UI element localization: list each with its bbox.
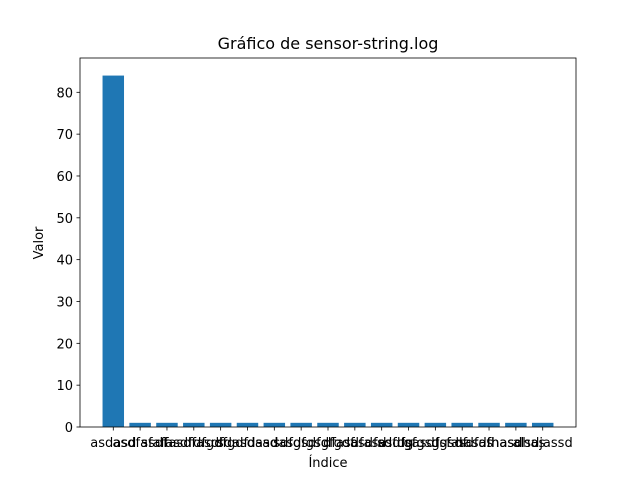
y-tick-label: 70 [56, 128, 73, 143]
x-tick-label: asdfasdfg [350, 436, 413, 451]
y-tick-label: 20 [56, 337, 73, 352]
plot-frame [79, 57, 577, 428]
bar [102, 75, 125, 428]
bar [209, 422, 232, 427]
y-tick-label: 0 [65, 421, 73, 436]
y-tick-label: 10 [56, 379, 73, 394]
x-tick-label: sdasdasd [217, 436, 278, 451]
bar [344, 422, 366, 427]
bar [397, 422, 420, 427]
bar [505, 422, 527, 427]
y-tick-label: 50 [56, 212, 73, 227]
x-tick-label: dfasdfasd [323, 436, 386, 451]
bar [317, 422, 339, 427]
x-tick-label: sdfdsfgsg [377, 436, 439, 451]
x-tick-label: gasdfgsdf [404, 436, 468, 451]
y-axis-label: Valor [32, 226, 47, 259]
bar [478, 422, 500, 427]
x-tick-label: fhasdhas [486, 436, 545, 451]
bar [290, 422, 312, 427]
x-tick-label: dfgdfgdf [193, 436, 248, 451]
bar [424, 422, 447, 427]
x-tick-label: sdfgsdfg [273, 436, 329, 451]
bar [263, 422, 286, 427]
bar [129, 422, 151, 427]
x-tick-label: alsdjassd [513, 436, 573, 451]
bar [370, 422, 393, 427]
x-axis-label: Índice [308, 455, 347, 471]
bar [451, 422, 473, 427]
x-tick-label: asdfasdf [113, 436, 169, 451]
y-tick-label: 40 [56, 254, 73, 269]
x-tick-label: hasdfhasd [456, 436, 523, 451]
bar [236, 422, 259, 427]
x-tick-label: fgsdfgdf [301, 436, 355, 451]
bar [156, 422, 178, 427]
y-tick-label: 60 [56, 170, 73, 185]
x-tick-label: dsadasd [247, 436, 301, 451]
x-tick-label: asdasd [90, 436, 136, 451]
x-tick-label: dsfasdfas [431, 436, 493, 451]
x-tick-label: sfafasdf [141, 436, 193, 451]
bar [531, 422, 554, 427]
x-tick-label: fasdfasdf [164, 436, 224, 451]
chart-title: Gráfico de sensor-string.log [218, 34, 439, 53]
bar [183, 422, 205, 427]
y-tick-label: 30 [56, 295, 73, 310]
y-tick-label: 80 [56, 86, 73, 101]
